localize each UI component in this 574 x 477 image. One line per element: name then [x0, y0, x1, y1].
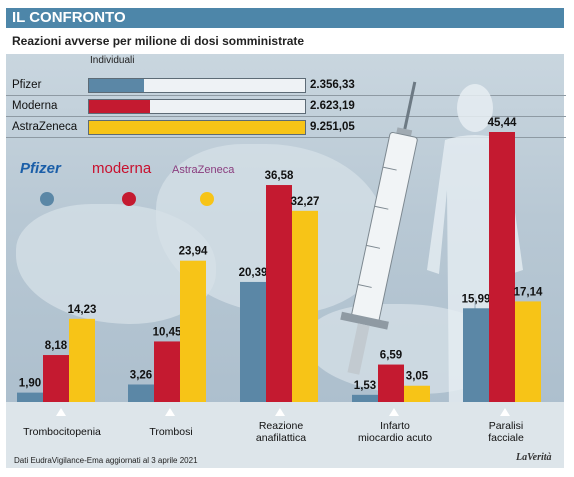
summary-fill [89, 100, 151, 113]
summary-track [88, 120, 306, 135]
bar-value-label: 20,39 [239, 267, 268, 279]
summary-fill [89, 121, 305, 134]
bar-value-label: 3,05 [406, 371, 429, 383]
bar-moderna-1 [154, 341, 180, 404]
header-title: IL CONFRONTO [12, 9, 126, 26]
category-label-trombocitopenia: Trombocitopenia [23, 426, 101, 438]
bar-astrazeneca-1 [180, 260, 206, 404]
summary-label: AstraZeneca [12, 121, 78, 133]
summary-value: 2.623,19 [310, 100, 355, 112]
summary-label: Pfizer [12, 79, 42, 91]
category-label-reazione-anafilattica: Reazione anafilattica [255, 420, 307, 444]
bar-astrazeneca-2 [292, 210, 318, 404]
bar-pfizer-1 [128, 384, 154, 404]
bar-value-label: 6,59 [380, 350, 402, 362]
bar-value-label: 3,26 [130, 369, 152, 381]
marker-triangle [165, 408, 175, 416]
category-axis-band [6, 402, 564, 468]
data-source: Dati EudraVigilance-Ema aggiornati al 3 … [14, 456, 198, 465]
bar-value-label: 32,27 [291, 196, 320, 208]
bar-value-label: 14,23 [68, 304, 97, 316]
astrazeneca-logo: AstraZeneca [172, 164, 235, 176]
bar-pfizer-0 [17, 392, 43, 404]
summary-heading: Individuali [90, 55, 135, 66]
bar-value-label: 17,14 [514, 286, 543, 298]
category-label-infarto: Infarto miocardio acuto [357, 420, 433, 444]
bar-value-label: 45,44 [488, 117, 517, 129]
marker-triangle [500, 408, 510, 416]
syringe-icon [340, 81, 418, 375]
bar-moderna-3 [378, 364, 404, 404]
bar-value-label: 8,18 [45, 340, 68, 352]
bar-pfizer-4 [463, 308, 489, 404]
bar-astrazeneca-3 [404, 385, 430, 404]
summary-value: 2.356,33 [310, 79, 355, 91]
summary-track [88, 78, 306, 93]
summary-row-pfizer: Pfizer 2.356,33 [6, 76, 566, 96]
publisher-logo: LaVerità [516, 452, 552, 463]
summary-fill [89, 79, 145, 92]
summary-row-astrazeneca: AstraZeneca 9.251,05 [6, 118, 566, 138]
divider [6, 95, 566, 96]
bar-pfizer-3 [352, 394, 378, 404]
legend-dot-moderna [122, 192, 136, 206]
divider [6, 116, 566, 117]
bar-moderna-2 [266, 185, 292, 404]
bar-value-label: 1,90 [19, 378, 41, 390]
bar-pfizer-2 [240, 281, 266, 404]
bar-moderna-4 [489, 132, 515, 404]
bar-value-label: 23,94 [179, 246, 208, 258]
legend-dot-pfizer [40, 192, 54, 206]
divider [6, 137, 566, 138]
marker-triangle [275, 408, 285, 416]
moderna-logo: moderna [92, 160, 152, 177]
category-label-trombosi: Trombosi [149, 426, 193, 438]
bar-moderna-0 [43, 355, 69, 404]
marker-triangle [56, 408, 66, 416]
summary-label: Moderna [12, 100, 58, 112]
marker-triangle [389, 408, 399, 416]
section-header: IL CONFRONTO [6, 8, 564, 28]
bar-value-label: 1,53 [354, 380, 376, 392]
summary-value: 9.251,05 [310, 121, 355, 133]
bar-astrazeneca-0 [69, 318, 95, 404]
bar-astrazeneca-4 [515, 301, 541, 404]
summary-track [88, 99, 306, 114]
bar-value-label: 15,99 [462, 293, 491, 305]
pfizer-logo: Pfizer [20, 160, 61, 177]
legend-dot-astrazeneca [200, 192, 214, 206]
bar-value-label: 10,45 [153, 326, 182, 338]
summary-row-moderna: Moderna 2.623,19 [6, 97, 566, 117]
chart-subtitle: Reazioni avverse per milione di dosi som… [12, 34, 305, 48]
bar-value-label: 36,58 [265, 170, 294, 182]
category-label-paralisi: Paralisi facciale [488, 420, 524, 444]
